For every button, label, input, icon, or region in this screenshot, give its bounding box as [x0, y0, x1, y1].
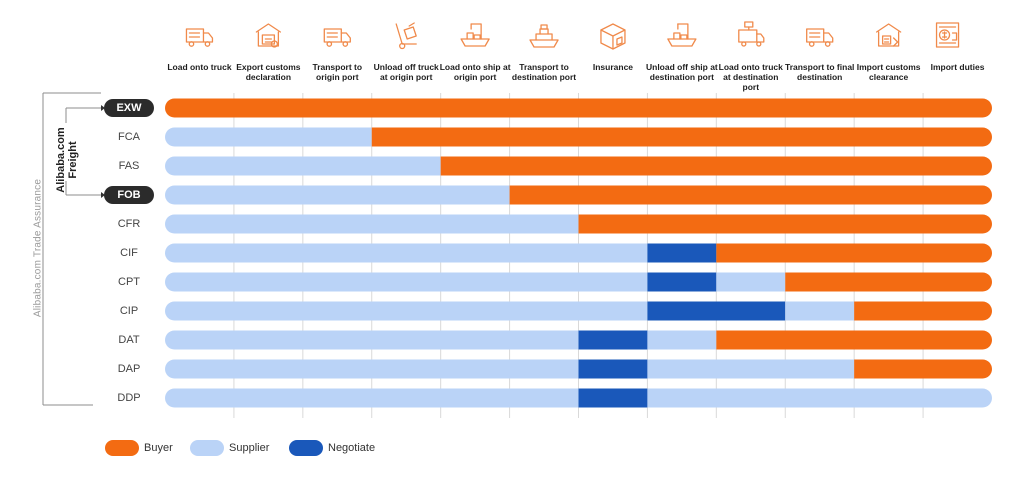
- bar-row-cif: [165, 243, 992, 263]
- segment-fob-supplier: [165, 185, 510, 205]
- bar-row-fas: [165, 156, 992, 176]
- segment-dat-supplier: [647, 330, 717, 350]
- bar-row-dap: [165, 359, 992, 379]
- bar-row-fob: [165, 185, 992, 205]
- term-label-dap: DAP: [117, 363, 141, 375]
- segment-cip-buyer: [854, 301, 992, 321]
- trade-assurance-label: Alibaba.com Trade Assurance: [32, 178, 44, 318]
- stage-label: Import customs clearance: [856, 62, 921, 82]
- term-label-ddp: DDP: [117, 392, 141, 404]
- hand-truck-icon: [395, 22, 417, 50]
- segment-dap-buyer: [854, 359, 992, 379]
- segment-cpt-supplier: [716, 272, 786, 292]
- truck-loading-icon: [738, 21, 765, 47]
- segment-fca-supplier: [165, 127, 372, 147]
- bar-row-dat: [165, 330, 992, 350]
- segment-cip-supplier: [165, 301, 648, 321]
- segment-cfr-buyer: [578, 214, 992, 234]
- segment-exw-buyer: [165, 98, 992, 118]
- term-label-dat: DAT: [118, 334, 140, 346]
- truck-icon: [185, 28, 214, 47]
- truck-icon: [323, 28, 351, 47]
- segment-cip-supplier: [785, 301, 855, 321]
- legend-swatch-supplier: [190, 440, 224, 456]
- segment-ddp-negotiate: [578, 388, 648, 408]
- stage-label: Transport to final destination: [784, 62, 855, 82]
- term-label-fca: FCA: [118, 131, 140, 143]
- stage-label: Transport to origin port: [312, 62, 363, 82]
- stage-label: Load onto ship at origin port: [439, 62, 511, 82]
- stage-label: Unload off ship at destination port: [645, 62, 718, 82]
- crane-ship-icon: [667, 23, 697, 47]
- stage-label: Export customs declaration: [236, 62, 301, 82]
- legend-label-buyer: Buyer: [144, 442, 173, 454]
- segment-dat-negotiate: [578, 330, 648, 350]
- segment-dat-buyer: [716, 330, 992, 350]
- ship-icon: [529, 24, 559, 48]
- segment-cpt-negotiate: [647, 272, 717, 292]
- segment-fob-buyer: [509, 185, 992, 205]
- legend-swatch-negotiate: [289, 440, 323, 456]
- crane-ship-icon: [460, 23, 490, 47]
- freight-label-line2: Freight: [67, 141, 79, 179]
- truck-icon: [806, 28, 834, 47]
- bar-row-fca: [165, 127, 992, 147]
- customs-clearance-icon: [875, 23, 902, 47]
- segment-cip-negotiate: [647, 301, 786, 321]
- segment-dap-supplier: [647, 359, 855, 379]
- segment-cif-negotiate: [647, 243, 717, 263]
- term-label-exw: EXW: [104, 99, 154, 117]
- term-label-cfr: CFR: [117, 218, 141, 230]
- customs-document-icon: [255, 23, 282, 48]
- term-label-fob: FOB: [104, 186, 154, 204]
- term-label-cip: CIP: [119, 305, 139, 317]
- segment-cif-buyer: [716, 243, 992, 263]
- segment-ddp-supplier: [165, 388, 579, 408]
- stage-label: Import duties: [930, 62, 985, 72]
- term-label-fas: FAS: [118, 160, 140, 172]
- bracket-lines: [42, 92, 105, 406]
- stage-label: Load onto truck at destination port: [718, 62, 783, 92]
- freight-label-line1: Alibaba.com: [55, 127, 67, 193]
- stage-label: Transport to destination port: [511, 62, 577, 82]
- bar-row-cip: [165, 301, 992, 321]
- legend-label-supplier: Supplier: [229, 442, 270, 454]
- legend-label-negotiate: Negotiate: [328, 442, 376, 454]
- segment-fas-buyer: [440, 156, 992, 176]
- segment-dap-negotiate: [578, 359, 648, 379]
- segment-dap-supplier: [165, 359, 579, 379]
- segment-ddp-supplier: [647, 388, 992, 408]
- term-label-cpt: CPT: [118, 276, 140, 288]
- legend-swatch-buyer: [105, 440, 139, 456]
- duties-money-icon: [935, 22, 960, 48]
- segment-fas-supplier: [165, 156, 441, 176]
- segment-fca-buyer: [371, 127, 992, 147]
- segment-cif-supplier: [165, 243, 648, 263]
- stage-label: Insurance: [592, 62, 634, 72]
- bar-row-exw: [165, 98, 992, 118]
- bar-row-cfr: [165, 214, 992, 234]
- insurance-box-icon: [600, 23, 626, 50]
- term-label-cif: CIF: [120, 247, 138, 259]
- stage-label: Unload off truck at origin port: [373, 62, 439, 82]
- stage-label: Load onto truck: [167, 62, 232, 72]
- bar-row-ddp: [165, 388, 992, 408]
- segment-cpt-buyer: [785, 272, 992, 292]
- segment-cfr-supplier: [165, 214, 579, 234]
- segment-dat-supplier: [165, 330, 579, 350]
- segment-cpt-supplier: [165, 272, 648, 292]
- bar-row-cpt: [165, 272, 992, 292]
